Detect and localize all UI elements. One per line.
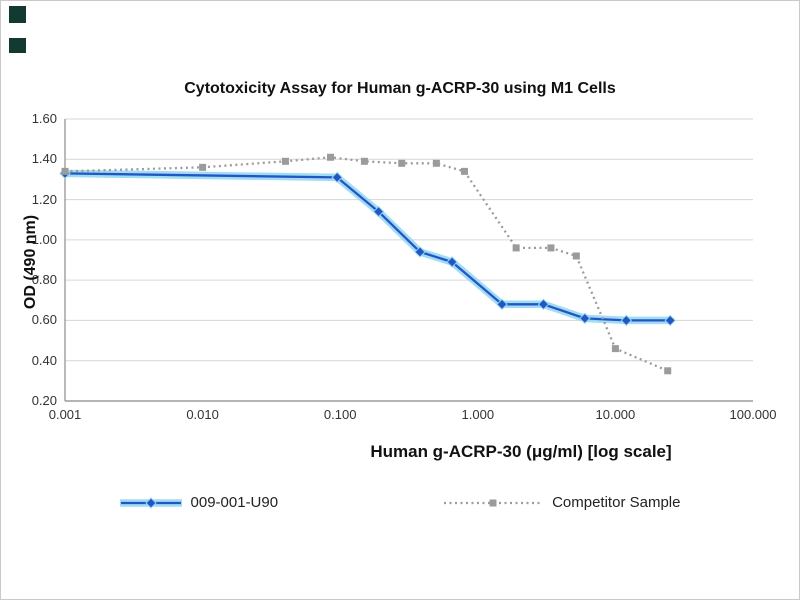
corner-marker-bottom (9, 38, 26, 53)
data-point-marker-diamond (331, 171, 343, 184)
legend-sample-diamond (119, 496, 182, 509)
y-tick-label: 0.60 (31, 312, 57, 328)
y-tick-label: 0.40 (31, 352, 57, 368)
y-tick-label: 0.20 (31, 393, 57, 408)
legend-item: 009-001-U90 (119, 494, 279, 511)
data-point-marker-square (664, 367, 672, 375)
data-point-marker-square (572, 252, 580, 260)
data-point-marker-diamond (620, 314, 633, 327)
data-point-marker-square (360, 157, 368, 165)
y-tick-label: 1.40 (31, 151, 57, 167)
data-point-marker-diamond (446, 256, 458, 268)
x-tick-label: 0.010 (186, 407, 219, 422)
x-tick-label: 10.000 (595, 407, 636, 422)
series-glow (61, 169, 674, 325)
data-point-marker-diamond (372, 205, 385, 218)
data-point-marker-diamond (414, 246, 426, 258)
chart-title: Cytotoxicity Assay for Human g-ACRP-30 u… (184, 80, 616, 97)
data-point-marker-square (460, 167, 468, 175)
x-tick-labels: 0.001 0.010 0.100 1.000 10.000 100.000 (1, 407, 799, 427)
y-tick-label: 0.80 (31, 272, 57, 288)
legend-item: Competitor Sample (443, 494, 680, 511)
corner-marker-top (9, 6, 26, 23)
data-point-marker-diamond (537, 298, 550, 311)
data-point-marker-square (61, 167, 69, 175)
data-point-marker-square (611, 345, 619, 353)
y-tick-label: 1.60 (31, 111, 57, 126)
x-tick-label: 0.001 (48, 407, 82, 422)
data-point-marker-square (432, 159, 440, 167)
data-point-marker-diamond (579, 312, 591, 325)
x-axis-title: Human g-ACRP-30 (μg/ml) [log scale] (370, 442, 672, 461)
legend-sample-square (444, 499, 543, 506)
y-axis-title: OD (490 nm) (22, 214, 39, 310)
y-tick-label: 1.00 (31, 231, 57, 247)
data-point-marker-square (512, 244, 520, 252)
data-point-marker-diamond (496, 298, 508, 311)
data-point-marker-square (489, 499, 497, 506)
y-tick-labels: 0.20 0.40 0.60 0.80 1.00 1.20 1.40 1.60 (1, 1, 61, 599)
x-tick-label: 1.000 (461, 407, 495, 422)
x-tick-label: 0.100 (323, 407, 357, 422)
data-point-marker-diamond (144, 496, 157, 509)
series-line (64, 172, 671, 322)
data-point-marker-diamond (664, 314, 676, 327)
data-point-marker-square (199, 163, 207, 171)
data-point-marker-square (281, 157, 289, 165)
legend-label: Competitor Sample (552, 494, 681, 511)
x-tick-label: 100.000 (729, 407, 777, 422)
data-point-marker-square (547, 244, 555, 252)
legend: 009-001-U90 Competitor Sample (1, 494, 799, 511)
data-point-marker-square (398, 159, 406, 167)
y-tick-label: 1.20 (31, 191, 57, 207)
data-point-marker-square (326, 153, 334, 161)
series-line (64, 156, 669, 372)
legend-label: 009-001-U90 (190, 494, 279, 511)
